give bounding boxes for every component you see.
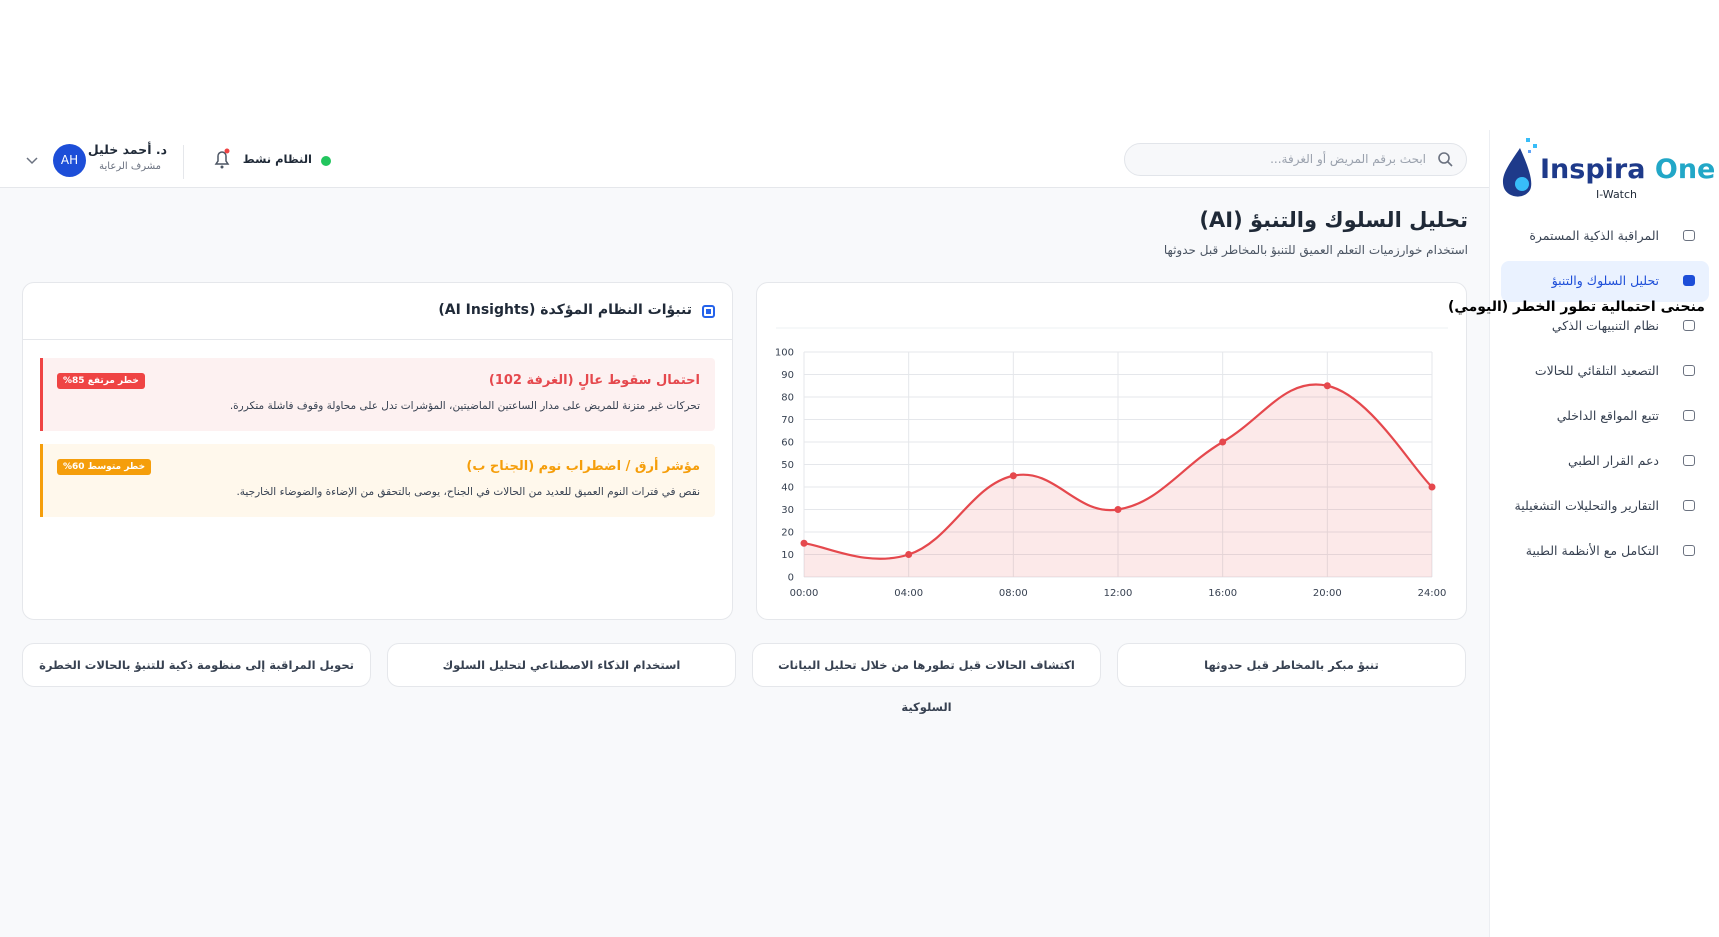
insight-bar <box>40 358 43 431</box>
menu-icon <box>1683 230 1695 241</box>
area <box>804 384 1432 577</box>
x-tick-label: 04:00 <box>894 588 923 599</box>
y-tick-label: 70 <box>781 415 794 426</box>
point <box>1323 382 1331 390</box>
insight-badge: خطر متوسط 60% <box>57 459 152 475</box>
insight-card: احتمال سقوط عالٍ (الغرفة 102) خطر مرتفع … <box>40 358 715 431</box>
menu-item[interactable]: التقارير والتحليلات التشغيلية <box>1514 498 1659 513</box>
menu-item[interactable]: التكامل مع الأنظمة الطبية <box>1525 543 1659 558</box>
y-tick-label: 30 <box>781 505 794 516</box>
page-title: تحليل السلوك والتنبؤ (AI) <box>1199 208 1468 232</box>
menu-item[interactable]: التصعيد التلقائي للحالات <box>1534 363 1659 378</box>
chip-icon <box>702 305 715 318</box>
y-tick-label: 0 <box>788 573 794 584</box>
menu-icon <box>1683 500 1695 511</box>
y-tick-label: 50 <box>781 460 794 471</box>
feature-card: تنبؤ مبكر بالمخاطر قبل حدوثها <box>1117 643 1466 687</box>
brand-accent: One <box>1654 154 1716 185</box>
insights-title: تنبؤات النظام المؤكدة (AI Insights) <box>438 302 692 318</box>
menu-icon <box>1683 320 1695 331</box>
chart-title: منحنى احتمالية تطور الخطر (اليومي) <box>1448 299 1705 315</box>
menu-item[interactable]: دعم القرار الطبي <box>1567 453 1659 468</box>
brand: Inspira One <box>1540 154 1715 185</box>
insight-card: مؤشر أرق / اضطراب نوم (الجناح ب) خطر متو… <box>40 444 715 517</box>
insight-title: مؤشر أرق / اضطراب نوم (الجناح ب) <box>466 459 700 474</box>
point <box>800 539 808 547</box>
feature-card: تحويل المراقبة إلى منظومة ذكية للتنبؤ با… <box>22 643 371 687</box>
brand-name: Inspira <box>1540 154 1646 185</box>
y-tick-label: 100 <box>775 348 794 359</box>
insight-badge: خطر مرتفع 85% <box>57 373 145 389</box>
x-tick-label: 08:00 <box>999 588 1028 599</box>
user-name: د. أحمد خليل <box>87 142 167 157</box>
sidebar: Inspira One I-Watch <box>1489 130 1719 937</box>
search-icon <box>1438 152 1453 167</box>
x-tick-label: 00:00 <box>790 588 819 599</box>
insights-card: تنبؤات النظام المؤكدة (AI Insights) احتم… <box>22 282 733 620</box>
menu-icon <box>1683 275 1695 286</box>
point <box>1428 483 1436 491</box>
insight-text: نقص في فترات النوم العميق للعديد من الحا… <box>236 486 700 498</box>
chart-card <box>756 282 1467 620</box>
insight-title: احتمال سقوط عالٍ (الغرفة 102) <box>488 373 700 388</box>
insight-bar <box>40 444 43 517</box>
menu-item[interactable]: تتبع المواقع الداخلي <box>1556 408 1659 423</box>
brand-sub: I-Watch <box>1596 188 1638 201</box>
feature-card: اكتشاف الحالات قبل تطورها من خلال تحليل … <box>752 643 1101 714</box>
search-box[interactable]: ابحث برقم المريض أو الغرفة... <box>1124 143 1467 176</box>
menu-icon <box>1683 410 1695 421</box>
page-subtitle: استخدام خوارزميات التعلم العميق للتنبؤ ب… <box>1163 243 1468 257</box>
header: ابحث برقم المريض أو الغرفة... النظام نشط… <box>0 137 1489 188</box>
menu-icon <box>1683 365 1695 376</box>
logo-icon <box>1502 138 1537 197</box>
status-text: النظام نشط <box>242 152 312 166</box>
chevron[interactable] <box>26 156 38 166</box>
active-item-bg <box>1501 261 1709 302</box>
x-tick-label: 20:00 <box>1313 588 1342 599</box>
y-tick-label: 80 <box>781 393 794 404</box>
y-tick-label: 10 <box>781 550 794 561</box>
y-tick-label: 20 <box>781 528 794 539</box>
menu-icon <box>1683 455 1695 466</box>
point <box>905 551 913 558</box>
status-dot <box>321 156 331 166</box>
menu-item[interactable]: نظام التنبيهات الذكي <box>1551 318 1659 333</box>
insight-text: تحركات غير متزنة للمريض على مدار الساعتي… <box>229 400 700 412</box>
menu-item[interactable]: تحليل السلوك والتنبؤ <box>1551 273 1659 288</box>
x-tick-label: 16:00 <box>1208 588 1237 599</box>
y-tick-label: 40 <box>781 483 794 494</box>
x-tick-label: 24:00 <box>1418 588 1447 599</box>
divider <box>183 145 184 179</box>
point <box>1219 438 1227 446</box>
menu-item[interactable]: المراقبة الذكية المستمرة <box>1529 228 1659 243</box>
feature-card: استخدام الذكاء الاصطناعي لتحليل السلوك <box>387 643 736 687</box>
bell-icon[interactable] <box>211 147 233 171</box>
x-tick-label: 12:00 <box>1104 588 1133 599</box>
rule <box>23 339 732 340</box>
avatar[interactable]: AH <box>53 144 86 177</box>
y-tick-label: 60 <box>781 438 794 449</box>
point <box>1114 506 1122 513</box>
menu-icon <box>1683 545 1695 556</box>
user-role: مشرف الرعاية <box>99 161 161 172</box>
point <box>1009 472 1017 480</box>
y-tick-label: 90 <box>781 370 794 381</box>
